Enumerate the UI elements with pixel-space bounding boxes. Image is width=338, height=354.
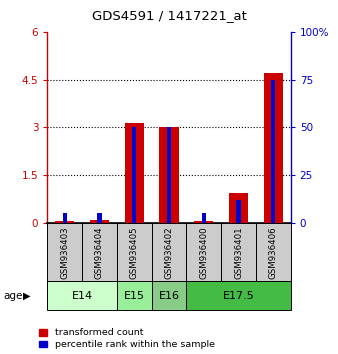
Text: E17.5: E17.5 (223, 291, 255, 301)
FancyBboxPatch shape (152, 223, 186, 281)
FancyBboxPatch shape (117, 281, 152, 310)
FancyBboxPatch shape (82, 223, 117, 281)
Text: GSM936404: GSM936404 (95, 226, 104, 279)
FancyBboxPatch shape (47, 223, 82, 281)
Text: E14: E14 (72, 291, 93, 301)
Text: age: age (3, 291, 23, 301)
FancyBboxPatch shape (186, 281, 291, 310)
Text: GSM936402: GSM936402 (165, 226, 173, 279)
FancyBboxPatch shape (186, 223, 221, 281)
Bar (271, 80, 275, 223)
Bar (90, 221, 109, 223)
Bar (264, 73, 283, 223)
Bar (237, 200, 241, 223)
Text: ▶: ▶ (23, 291, 30, 301)
Text: GSM936403: GSM936403 (60, 226, 69, 279)
FancyBboxPatch shape (117, 223, 152, 281)
Text: GSM936401: GSM936401 (234, 226, 243, 279)
Bar (55, 222, 74, 223)
Bar (63, 213, 67, 223)
Bar (202, 213, 206, 223)
Bar (97, 213, 101, 223)
Text: E16: E16 (159, 291, 179, 301)
FancyBboxPatch shape (256, 223, 291, 281)
FancyBboxPatch shape (221, 223, 256, 281)
Text: GSM936406: GSM936406 (269, 226, 278, 279)
Bar (125, 123, 144, 223)
Bar (132, 127, 136, 223)
Text: E15: E15 (124, 291, 145, 301)
Bar (194, 222, 213, 223)
Legend: transformed count, percentile rank within the sample: transformed count, percentile rank withi… (39, 329, 215, 349)
FancyBboxPatch shape (152, 281, 186, 310)
Text: GSM936405: GSM936405 (130, 226, 139, 279)
Bar (229, 193, 248, 223)
Text: GSM936400: GSM936400 (199, 226, 208, 279)
Bar (160, 127, 178, 223)
Text: GDS4591 / 1417221_at: GDS4591 / 1417221_at (92, 10, 246, 22)
FancyBboxPatch shape (47, 281, 117, 310)
Bar (167, 127, 171, 223)
